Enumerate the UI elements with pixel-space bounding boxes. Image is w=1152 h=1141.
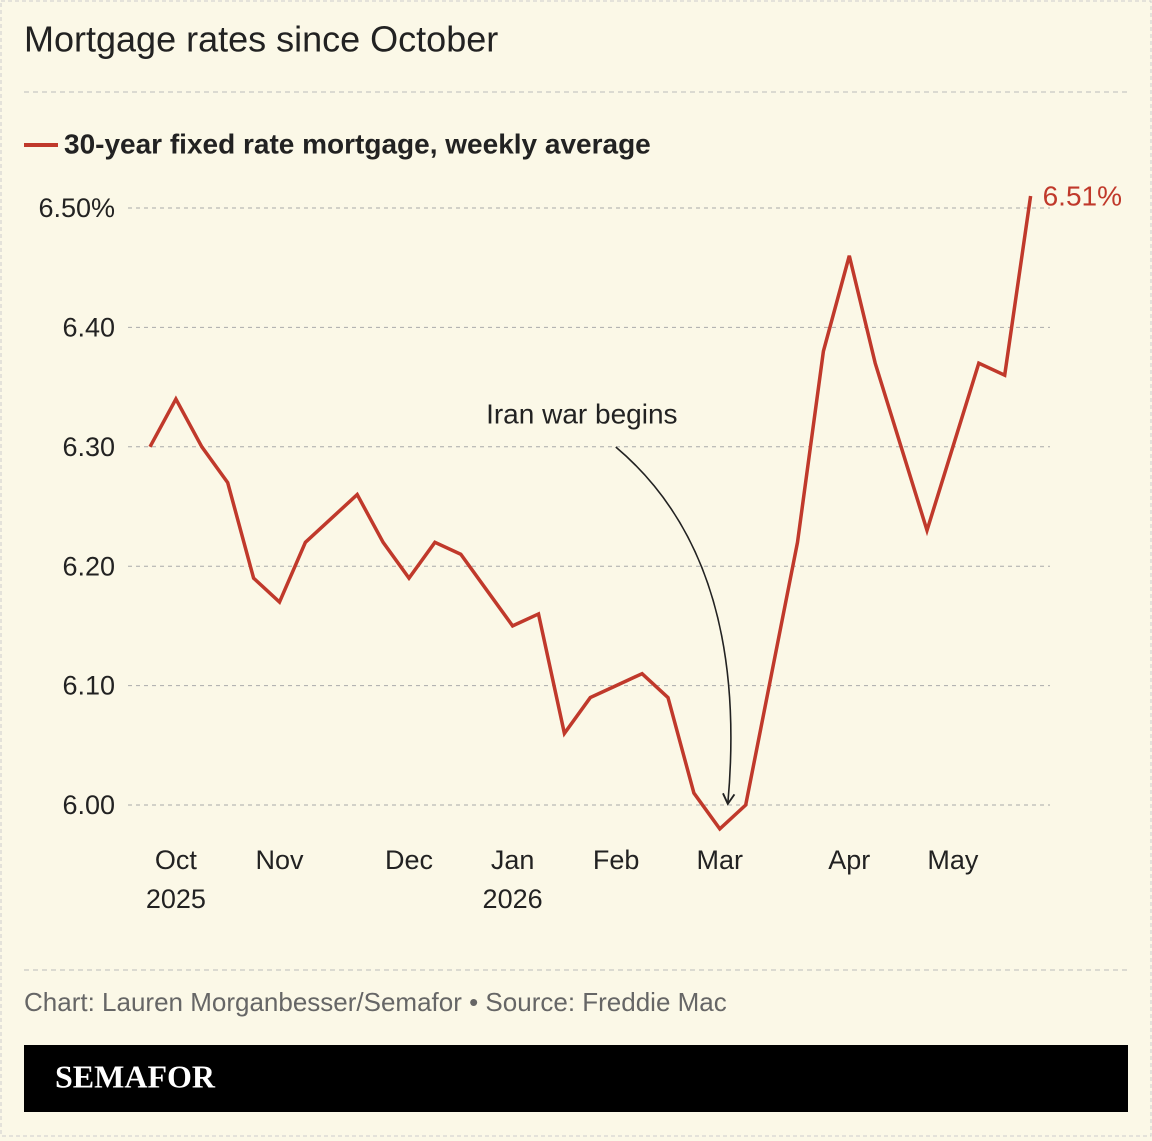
x-tick-label: Oct 2025	[146, 845, 206, 914]
y-tick-label: 6.50%	[38, 193, 115, 223]
brand: SEMAFOR	[55, 1058, 216, 1094]
x-tick-label: Dec	[385, 845, 433, 875]
annotation: Iran war begins	[486, 398, 677, 429]
x-tick-label: Feb	[593, 845, 640, 875]
x-tick-label: Jan 2026	[483, 845, 543, 914]
y-tick-label: 6.20	[62, 551, 115, 581]
x-tick-label: May	[927, 845, 979, 875]
x-tick-label: Mar	[697, 845, 744, 875]
y-tick-label: 6.10	[62, 671, 115, 701]
brand-bar	[24, 1045, 1128, 1112]
annotation-arrow	[615, 446, 736, 806]
y-tick-label: 6.30	[62, 432, 115, 462]
y-tick-label: 6.00	[62, 790, 115, 820]
x-tick-label: Apr	[828, 845, 870, 875]
x-tick-label: Nov	[255, 845, 304, 875]
legend-label: 30-year fixed rate mortgage, weekly aver…	[64, 128, 651, 159]
source: Chart: Lauren Morganbesser/Semafor • Sou…	[24, 987, 727, 1017]
y-tick-label: 6.40	[62, 313, 115, 343]
value-label: 6.51%	[1043, 180, 1122, 211]
chart-title: Mortgage rates since October	[24, 19, 498, 60]
line	[148, 195, 1033, 832]
